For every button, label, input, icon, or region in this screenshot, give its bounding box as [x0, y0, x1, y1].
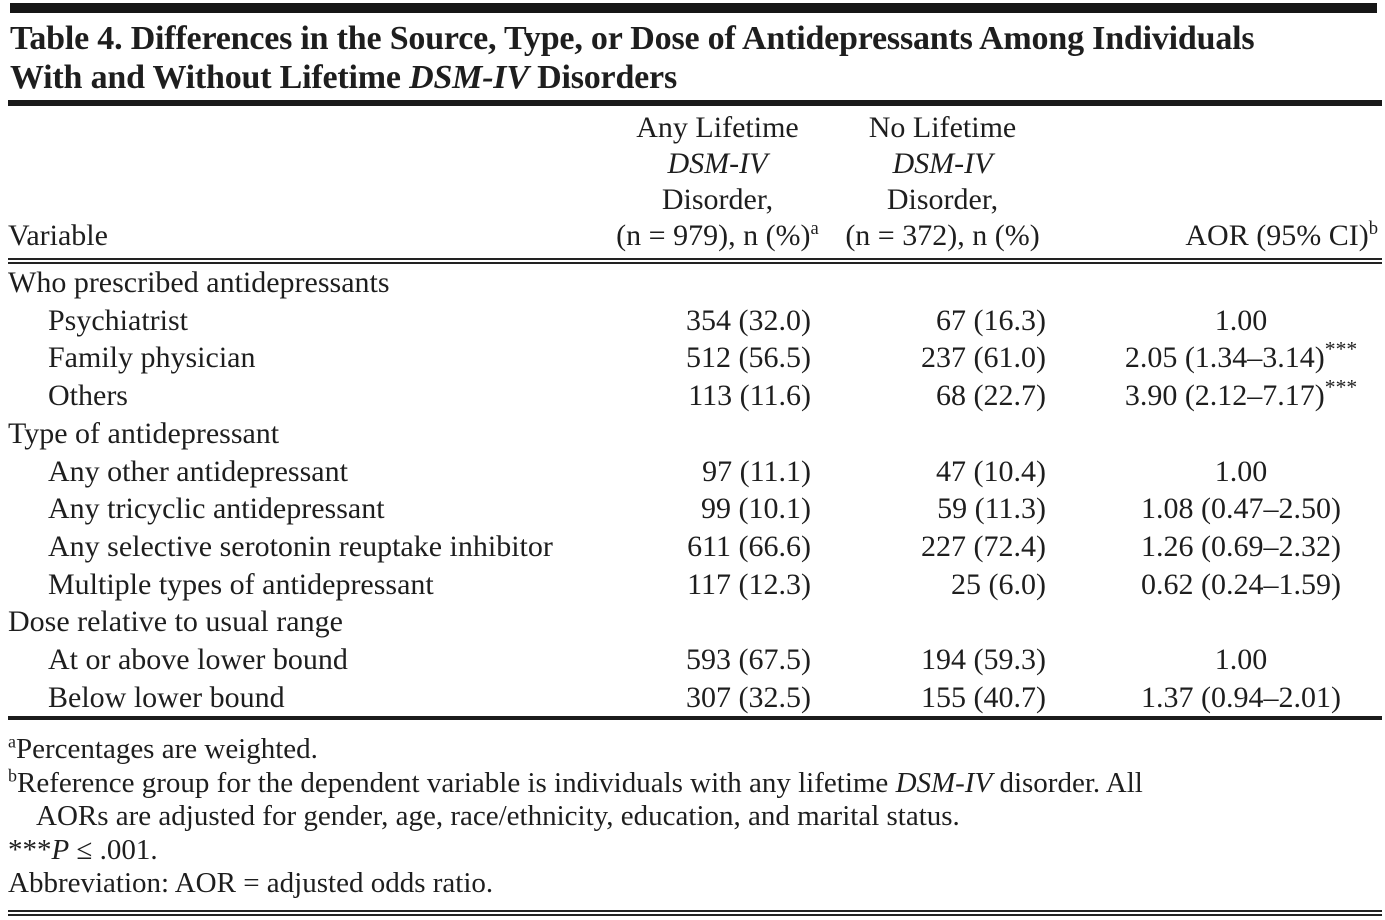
- table-row: Any selective serotonin reuptake inhibit…: [8, 528, 1382, 566]
- row-label: Others: [48, 379, 128, 413]
- cell-any: 593 (67.5): [686, 643, 811, 677]
- cell-any: 113 (11.6): [688, 379, 811, 413]
- cell-no: 67 (16.3): [936, 303, 1046, 337]
- row-label: Who prescribed antidepressants: [8, 266, 390, 299]
- dsm-iv-italic: DSM-IV: [895, 766, 993, 799]
- dsm-iv-italic: DSM-IV: [409, 59, 529, 96]
- table-row: Family physician 512 (56.5) 237 (61.0) 2…: [8, 339, 1382, 377]
- cell-no: 155 (40.7): [825, 678, 1060, 721]
- table-title-line1: Table 4. Differences in the Source, Type…: [10, 19, 1378, 58]
- row-label: Any selective serotonin reuptake inhibit…: [48, 529, 553, 563]
- cell-any: [610, 415, 825, 453]
- table-header: Variable Any Lifetime DSM-IV Disorder, (…: [8, 106, 1382, 264]
- cell-no: [825, 603, 1060, 641]
- cell-aor: 2.05 (1.34–3.14)***: [1124, 337, 1358, 375]
- table-title: Table 4. Differences in the Source, Type…: [10, 19, 1378, 97]
- cell-aor: 1.26 (0.69–2.32): [1141, 529, 1341, 563]
- table-row: At or above lower bound 593 (67.5) 194 (…: [8, 641, 1382, 679]
- cell-no: [825, 415, 1060, 453]
- bottom-rule: [8, 910, 1382, 917]
- table-title-text: With and Without Lifetime: [10, 59, 410, 96]
- cell-any: 307 (32.5): [610, 678, 825, 721]
- column-header-no-lifetime: No Lifetime DSM-IV Disorder, (n = 372), …: [825, 106, 1060, 264]
- significance-stars: ***: [1324, 375, 1358, 400]
- cell-any: 354 (32.0): [686, 303, 811, 337]
- row-label: Any other antidepressant: [48, 454, 348, 488]
- table-row-section: Type of antidepressant: [8, 415, 1382, 453]
- cell-aor: [1060, 603, 1382, 641]
- row-label: Below lower bound: [8, 678, 610, 721]
- significance-stars: ***: [1324, 337, 1358, 362]
- row-label: Type of antidepressant: [8, 416, 280, 450]
- cell-any: 97 (11.1): [702, 454, 811, 488]
- table-title-line2: With and Without Lifetime DSM-IV Disorde…: [10, 58, 1378, 97]
- cell-no: 47 (10.4): [936, 454, 1046, 488]
- cell-no: 237 (61.0): [921, 341, 1046, 375]
- table-footnotes: aPercentages are weighted. bReference gr…: [8, 733, 1382, 900]
- dsm-iv-italic: DSM-IV: [892, 147, 993, 180]
- table-row: Any tricyclic antidepressant 99 (10.1) 5…: [8, 490, 1382, 528]
- cell-aor: 0.62 (0.24–1.59): [1141, 567, 1341, 601]
- cell-aor: 1.00: [1214, 643, 1268, 677]
- cell-any: 611 (66.6): [687, 529, 811, 563]
- cell-aor: 3.90 (2.12–7.17)***: [1124, 375, 1358, 413]
- significance-stars: ***: [8, 833, 52, 866]
- footnote-b-line1: bReference group for the dependent varia…: [8, 765, 1143, 799]
- row-label: Any tricyclic antidepressant: [48, 492, 385, 526]
- cell-aor: [1060, 415, 1382, 453]
- table-top-bar: [10, 3, 1377, 13]
- footnote-significance: ***P ≤ .001.: [8, 833, 158, 866]
- row-label: At or above lower bound: [48, 643, 348, 677]
- table-row: Psychiatrist 354 (32.0) 67 (16.3) 1.00: [8, 302, 1382, 340]
- cell-any: [610, 261, 825, 302]
- row-label: Psychiatrist: [48, 303, 188, 337]
- cell-no: 59 (11.3): [937, 492, 1046, 526]
- cell-aor: 1.00: [1214, 303, 1268, 337]
- table-row: Others 113 (11.6) 68 (22.7) 3.90 (2.12–7…: [8, 375, 1382, 415]
- table-row: Below lower bound 307 (32.5) 155 (40.7) …: [8, 678, 1382, 721]
- cell-no: 25 (6.0): [951, 567, 1046, 601]
- footnote-marker-b: b: [1368, 218, 1378, 239]
- footnote-marker-b: b: [8, 765, 17, 786]
- column-header-variable: Variable: [8, 106, 610, 264]
- row-label: Dose relative to usual range: [8, 605, 343, 639]
- table-row-section: Dose relative to usual range: [8, 603, 1382, 641]
- dsm-iv-italic: DSM-IV: [667, 147, 768, 180]
- footnote-marker-a: a: [810, 218, 819, 239]
- cell-any: 99 (10.1): [701, 492, 811, 526]
- table-title-text: Table 4. Differences in the Source, Type…: [10, 20, 1255, 57]
- column-header-aor: AOR (95% CI)b: [1060, 106, 1382, 264]
- row-label: Multiple types of antidepressant: [48, 567, 434, 601]
- cell-aor: [1060, 261, 1382, 302]
- table-row-section: Who prescribed antidepressants: [8, 261, 1382, 302]
- table-row: Any other antidepressant 97 (11.1) 47 (1…: [8, 453, 1382, 491]
- antidepressant-table: Variable Any Lifetime DSM-IV Disorder, (…: [8, 106, 1382, 721]
- table-body: Who prescribed antidepressants Psychiatr…: [8, 261, 1382, 721]
- cell-no: 194 (59.3): [921, 643, 1046, 677]
- row-label: Family physician: [48, 341, 256, 375]
- column-header-any-lifetime: Any Lifetime DSM-IV Disorder, (n = 979),…: [610, 106, 825, 264]
- cell-aor: 1.37 (0.94–2.01): [1060, 678, 1382, 721]
- footnote-abbreviation: Abbreviation: AOR = adjusted odds ratio.: [8, 867, 494, 900]
- title-rule: [8, 100, 1382, 106]
- cell-any: [610, 603, 825, 641]
- cell-no: [825, 261, 1060, 302]
- footnote-marker-a: a: [8, 731, 16, 752]
- cell-no: 227 (72.4): [921, 529, 1046, 563]
- footnote-b-line2: AORs are adjusted for gender, age, race/…: [36, 800, 960, 833]
- footnote-a: aPercentages are weighted.: [8, 731, 318, 766]
- cell-no: 68 (22.7): [936, 379, 1046, 413]
- table-row: Multiple types of antidepressant 117 (12…: [8, 566, 1382, 604]
- cell-any: 117 (12.3): [687, 567, 811, 601]
- p-value-italic: P: [51, 833, 70, 866]
- table-title-text: Disorders: [528, 59, 677, 96]
- cell-aor: 1.08 (0.47–2.50): [1141, 492, 1341, 526]
- cell-aor: 1.00: [1214, 454, 1268, 488]
- cell-any: 512 (56.5): [686, 341, 811, 375]
